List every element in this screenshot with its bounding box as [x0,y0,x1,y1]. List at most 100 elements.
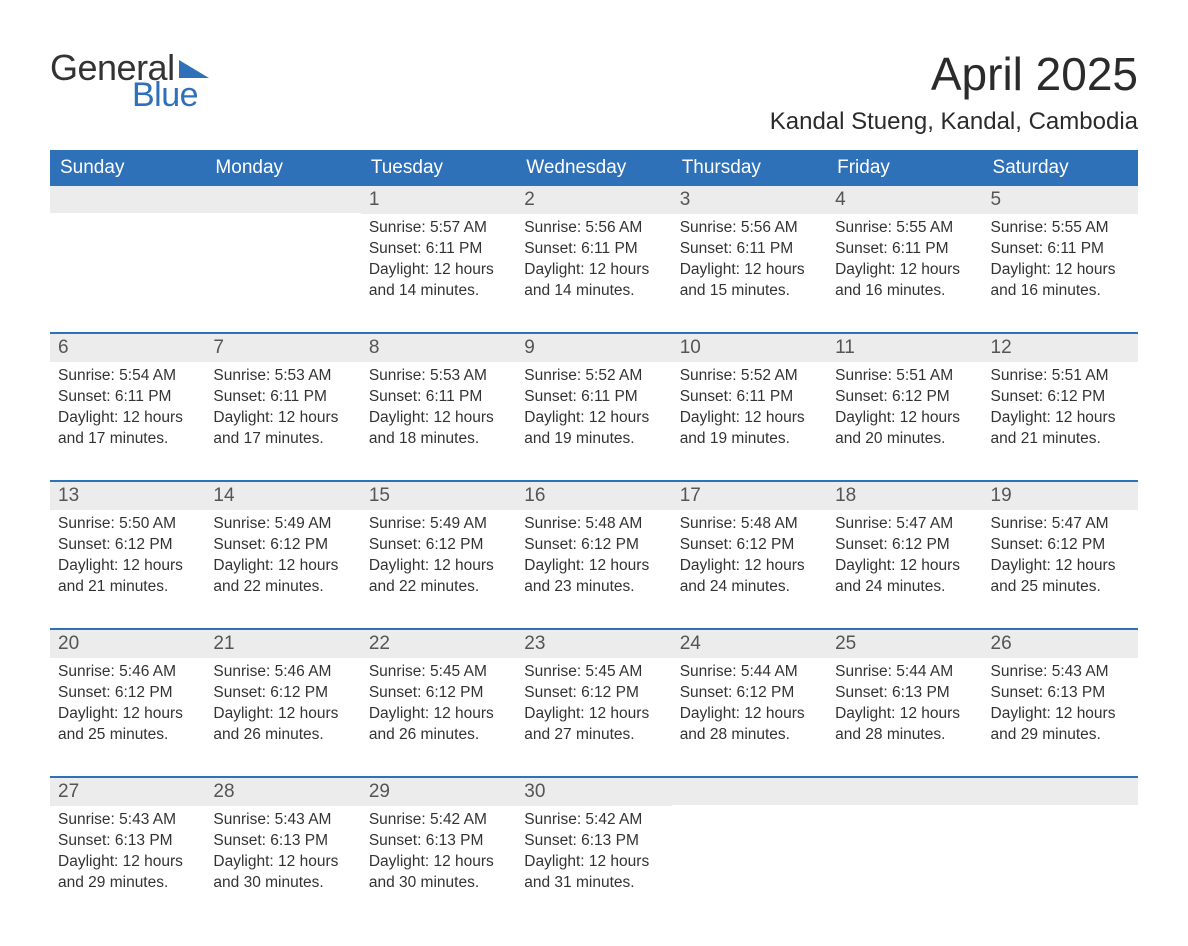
sunrise-line: Sunrise: 5:56 AM [680,218,819,239]
day-cell [205,186,360,314]
sunrise-line: Sunrise: 5:44 AM [680,662,819,683]
daylight-line: Daylight: 12 hours and 27 minutes. [524,704,663,746]
day-cell [50,186,205,314]
day-number [983,778,1138,805]
day-cell: 18Sunrise: 5:47 AMSunset: 6:12 PMDayligh… [827,482,982,610]
day-body: Sunrise: 5:43 AMSunset: 6:13 PMDaylight:… [50,806,205,906]
week-row: 13Sunrise: 5:50 AMSunset: 6:12 PMDayligh… [50,480,1138,610]
day-body: Sunrise: 5:45 AMSunset: 6:12 PMDaylight:… [361,658,516,758]
logo-text-blue: Blue [132,78,209,112]
daylight-line: Daylight: 12 hours and 24 minutes. [835,556,974,598]
calendar-grid: Sunday Monday Tuesday Wednesday Thursday… [50,150,1138,906]
calendar-page: General Blue April 2025 Kandal Stueng, K… [0,0,1188,946]
day-number: 24 [672,630,827,658]
daylight-line: Daylight: 12 hours and 20 minutes. [835,408,974,450]
week-row: 27Sunrise: 5:43 AMSunset: 6:13 PMDayligh… [50,776,1138,906]
day-cell: 12Sunrise: 5:51 AMSunset: 6:12 PMDayligh… [983,334,1138,462]
sunrise-line: Sunrise: 5:49 AM [369,514,508,535]
day-body: Sunrise: 5:43 AMSunset: 6:13 PMDaylight:… [983,658,1138,758]
day-number: 19 [983,482,1138,510]
daylight-line: Daylight: 12 hours and 29 minutes. [991,704,1130,746]
day-body: Sunrise: 5:48 AMSunset: 6:12 PMDaylight:… [516,510,671,610]
day-cell: 13Sunrise: 5:50 AMSunset: 6:12 PMDayligh… [50,482,205,610]
sunrise-line: Sunrise: 5:45 AM [369,662,508,683]
day-number: 7 [205,334,360,362]
day-cell: 22Sunrise: 5:45 AMSunset: 6:12 PMDayligh… [361,630,516,758]
daylight-line: Daylight: 12 hours and 19 minutes. [524,408,663,450]
sunrise-line: Sunrise: 5:54 AM [58,366,197,387]
week-row: 1Sunrise: 5:57 AMSunset: 6:11 PMDaylight… [50,186,1138,314]
day-cell [672,778,827,906]
day-cell: 2Sunrise: 5:56 AMSunset: 6:11 PMDaylight… [516,186,671,314]
day-number: 4 [827,186,982,214]
day-number [205,186,360,213]
daylight-line: Daylight: 12 hours and 15 minutes. [680,260,819,302]
day-cell: 3Sunrise: 5:56 AMSunset: 6:11 PMDaylight… [672,186,827,314]
day-body: Sunrise: 5:53 AMSunset: 6:11 PMDaylight:… [205,362,360,462]
daylight-line: Daylight: 12 hours and 30 minutes. [369,852,508,894]
day-body: Sunrise: 5:43 AMSunset: 6:13 PMDaylight:… [205,806,360,906]
day-number: 1 [361,186,516,214]
day-header-mon: Monday [205,150,360,186]
day-number: 17 [672,482,827,510]
sunset-line: Sunset: 6:12 PM [58,535,197,556]
daylight-line: Daylight: 12 hours and 18 minutes. [369,408,508,450]
day-cell: 19Sunrise: 5:47 AMSunset: 6:12 PMDayligh… [983,482,1138,610]
sunrise-line: Sunrise: 5:53 AM [213,366,352,387]
day-body: Sunrise: 5:46 AMSunset: 6:12 PMDaylight:… [50,658,205,758]
day-cell: 4Sunrise: 5:55 AMSunset: 6:11 PMDaylight… [827,186,982,314]
day-body: Sunrise: 5:53 AMSunset: 6:11 PMDaylight:… [361,362,516,462]
day-body: Sunrise: 5:57 AMSunset: 6:11 PMDaylight:… [361,214,516,314]
sunrise-line: Sunrise: 5:44 AM [835,662,974,683]
day-cell: 20Sunrise: 5:46 AMSunset: 6:12 PMDayligh… [50,630,205,758]
day-cell: 14Sunrise: 5:49 AMSunset: 6:12 PMDayligh… [205,482,360,610]
daylight-line: Daylight: 12 hours and 14 minutes. [524,260,663,302]
day-body: Sunrise: 5:52 AMSunset: 6:11 PMDaylight:… [672,362,827,462]
day-cell: 7Sunrise: 5:53 AMSunset: 6:11 PMDaylight… [205,334,360,462]
sunrise-line: Sunrise: 5:43 AM [58,810,197,831]
sunset-line: Sunset: 6:11 PM [835,239,974,260]
day-number: 13 [50,482,205,510]
sunrise-line: Sunrise: 5:51 AM [835,366,974,387]
day-cell [983,778,1138,906]
day-body [827,805,982,905]
sunset-line: Sunset: 6:11 PM [680,387,819,408]
sunrise-line: Sunrise: 5:48 AM [524,514,663,535]
weeks-container: 1Sunrise: 5:57 AMSunset: 6:11 PMDaylight… [50,186,1138,906]
day-number: 16 [516,482,671,510]
sunset-line: Sunset: 6:13 PM [524,831,663,852]
day-number [827,778,982,805]
day-cell: 10Sunrise: 5:52 AMSunset: 6:11 PMDayligh… [672,334,827,462]
sunrise-line: Sunrise: 5:42 AM [369,810,508,831]
day-body: Sunrise: 5:49 AMSunset: 6:12 PMDaylight:… [361,510,516,610]
day-number: 15 [361,482,516,510]
sunset-line: Sunset: 6:11 PM [680,239,819,260]
day-body: Sunrise: 5:46 AMSunset: 6:12 PMDaylight:… [205,658,360,758]
day-number: 28 [205,778,360,806]
day-body: Sunrise: 5:45 AMSunset: 6:12 PMDaylight:… [516,658,671,758]
sunset-line: Sunset: 6:13 PM [369,831,508,852]
daylight-line: Daylight: 12 hours and 22 minutes. [369,556,508,598]
location-subtitle: Kandal Stueng, Kandal, Cambodia [770,108,1138,136]
day-body: Sunrise: 5:44 AMSunset: 6:13 PMDaylight:… [827,658,982,758]
day-number: 30 [516,778,671,806]
day-body: Sunrise: 5:51 AMSunset: 6:12 PMDaylight:… [983,362,1138,462]
day-cell: 23Sunrise: 5:45 AMSunset: 6:12 PMDayligh… [516,630,671,758]
day-header-sat: Saturday [983,150,1138,186]
day-number: 27 [50,778,205,806]
day-cell: 5Sunrise: 5:55 AMSunset: 6:11 PMDaylight… [983,186,1138,314]
daylight-line: Daylight: 12 hours and 25 minutes. [991,556,1130,598]
day-number: 20 [50,630,205,658]
sunset-line: Sunset: 6:12 PM [991,535,1130,556]
month-title: April 2025 [770,50,1138,98]
sunrise-line: Sunrise: 5:46 AM [58,662,197,683]
daylight-line: Daylight: 12 hours and 28 minutes. [835,704,974,746]
sunrise-line: Sunrise: 5:52 AM [524,366,663,387]
daylight-line: Daylight: 12 hours and 22 minutes. [213,556,352,598]
day-cell: 29Sunrise: 5:42 AMSunset: 6:13 PMDayligh… [361,778,516,906]
day-number: 12 [983,334,1138,362]
day-body [983,805,1138,905]
day-body: Sunrise: 5:47 AMSunset: 6:12 PMDaylight:… [983,510,1138,610]
sunset-line: Sunset: 6:13 PM [58,831,197,852]
sunset-line: Sunset: 6:11 PM [369,239,508,260]
